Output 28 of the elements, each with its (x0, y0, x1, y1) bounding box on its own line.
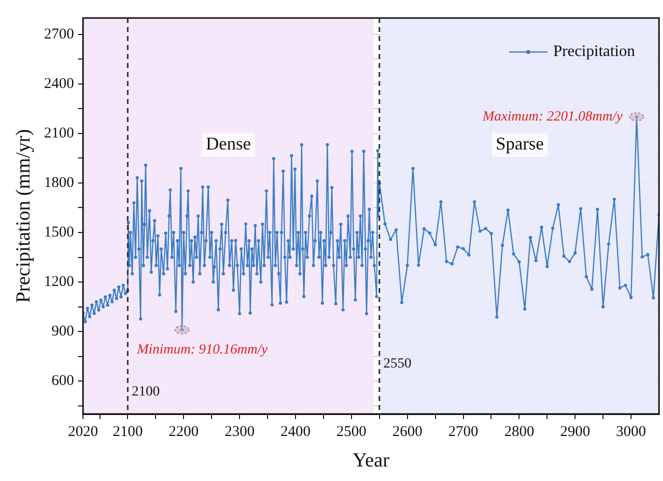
annotation: Minimum: 910.16mm/y (136, 342, 268, 358)
annotation: Maximum: 2201.08mm/y (482, 110, 624, 125)
y-axis-title: Precipitation (mm/yr) (12, 129, 34, 303)
legend-label: Precipitation (553, 43, 636, 60)
band-label: Sparse (496, 133, 544, 154)
x-tick-label: 2200 (168, 424, 199, 440)
y-tick-label: 1500 (44, 224, 74, 240)
y-tick-label: 900 (52, 323, 74, 340)
ref-line-label: 2100 (132, 384, 160, 400)
y-tick-label: 2700 (44, 26, 74, 42)
y-tick-label: 2100 (44, 125, 74, 142)
y-tick-label: 600 (52, 372, 74, 389)
y-tick-label: 2400 (44, 76, 74, 92)
x-tick-label: 2400 (280, 424, 311, 440)
x-tick-label: 2300 (224, 424, 255, 440)
x-axis-title: Year (352, 449, 390, 472)
ref-line-label: 2550 (383, 356, 412, 372)
x-tick-label: 2800 (504, 424, 534, 440)
x-tick-label: 2100 (112, 424, 143, 440)
y-tick-label: 1800 (44, 174, 74, 191)
x-tick-label: 2700 (448, 424, 478, 440)
y-tick-label: 1200 (44, 274, 74, 290)
x-tick-label: 3000 (616, 424, 646, 440)
x-tick-label: 2500 (336, 424, 366, 440)
x-tick-label: 2020 (68, 424, 98, 440)
band-label: Dense (206, 133, 251, 154)
x-tick-label: 2900 (560, 424, 590, 440)
x-tick-label: 2600 (392, 424, 422, 440)
